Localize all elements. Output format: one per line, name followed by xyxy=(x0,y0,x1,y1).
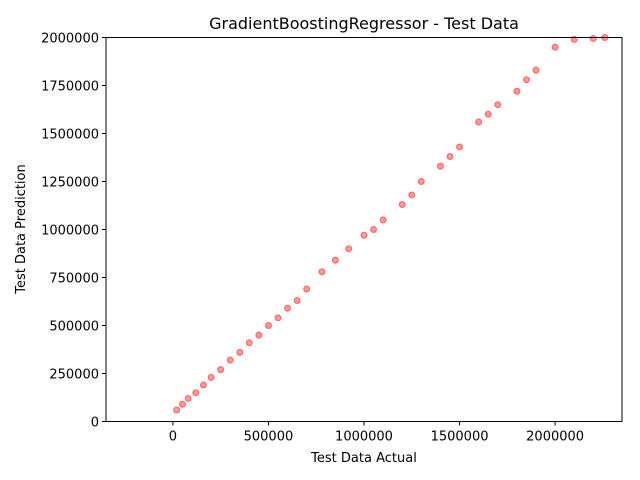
data-point xyxy=(513,87,521,95)
y-tick-label: 0 xyxy=(91,416,99,431)
data-point xyxy=(494,101,502,109)
data-point xyxy=(178,400,186,408)
data-point xyxy=(345,245,353,253)
data-point xyxy=(293,297,301,305)
data-point xyxy=(284,304,292,312)
data-point xyxy=(417,178,425,185)
data-point xyxy=(255,331,263,339)
x-tick-label: 0 xyxy=(169,430,177,445)
plot-frame xyxy=(105,37,623,422)
data-point xyxy=(318,268,326,276)
chart-title: GradientBoostingRegressor - Test Data xyxy=(209,14,519,33)
data-point xyxy=(274,314,282,322)
data-point xyxy=(408,191,416,199)
y-tick-label: 750000 xyxy=(49,272,99,287)
data-point xyxy=(331,256,339,264)
data-points xyxy=(173,34,609,414)
x-tick-label: 500000 xyxy=(244,430,294,445)
data-point xyxy=(217,366,225,374)
y-tick-label: 250000 xyxy=(49,368,99,383)
data-point xyxy=(484,110,492,118)
data-point xyxy=(398,201,406,209)
data-point xyxy=(532,66,540,74)
data-point xyxy=(226,356,234,364)
y-tick-label: 1500000 xyxy=(41,128,99,143)
data-point xyxy=(446,153,454,161)
data-point xyxy=(360,231,368,239)
y-axis-label: Test Data Prediction xyxy=(14,164,29,295)
data-point xyxy=(236,348,244,356)
x-axis-ticks: 0 500000 1000000 1500000 2000000 xyxy=(169,421,584,445)
x-tick-label: 1500000 xyxy=(431,430,489,445)
y-tick-label: 1000000 xyxy=(41,224,99,239)
data-point xyxy=(303,285,311,293)
data-point xyxy=(173,406,181,414)
data-point xyxy=(379,216,387,224)
y-tick-label: 2000000 xyxy=(41,32,99,47)
x-tick-label: 1000000 xyxy=(335,430,393,445)
data-point xyxy=(207,373,215,381)
data-point xyxy=(589,34,597,42)
x-axis-label: Test Data Actual xyxy=(310,451,417,466)
data-point xyxy=(551,43,559,51)
data-point xyxy=(456,143,464,151)
y-tick-label: 1750000 xyxy=(41,80,99,95)
data-point xyxy=(522,76,530,84)
y-axis-ticks: 0 250000 500000 750000 1000000 1250000 1500000… xyxy=(41,32,106,431)
y-tick-label: 500000 xyxy=(49,320,99,335)
data-point xyxy=(192,389,200,397)
data-point xyxy=(436,162,444,170)
data-point xyxy=(370,226,378,233)
data-point xyxy=(199,381,207,389)
y-tick-label: 1250000 xyxy=(41,176,99,191)
data-point xyxy=(245,339,253,347)
data-point xyxy=(475,118,483,126)
data-point xyxy=(184,394,192,402)
x-tick-label: 2000000 xyxy=(526,430,584,445)
data-point xyxy=(264,322,272,329)
